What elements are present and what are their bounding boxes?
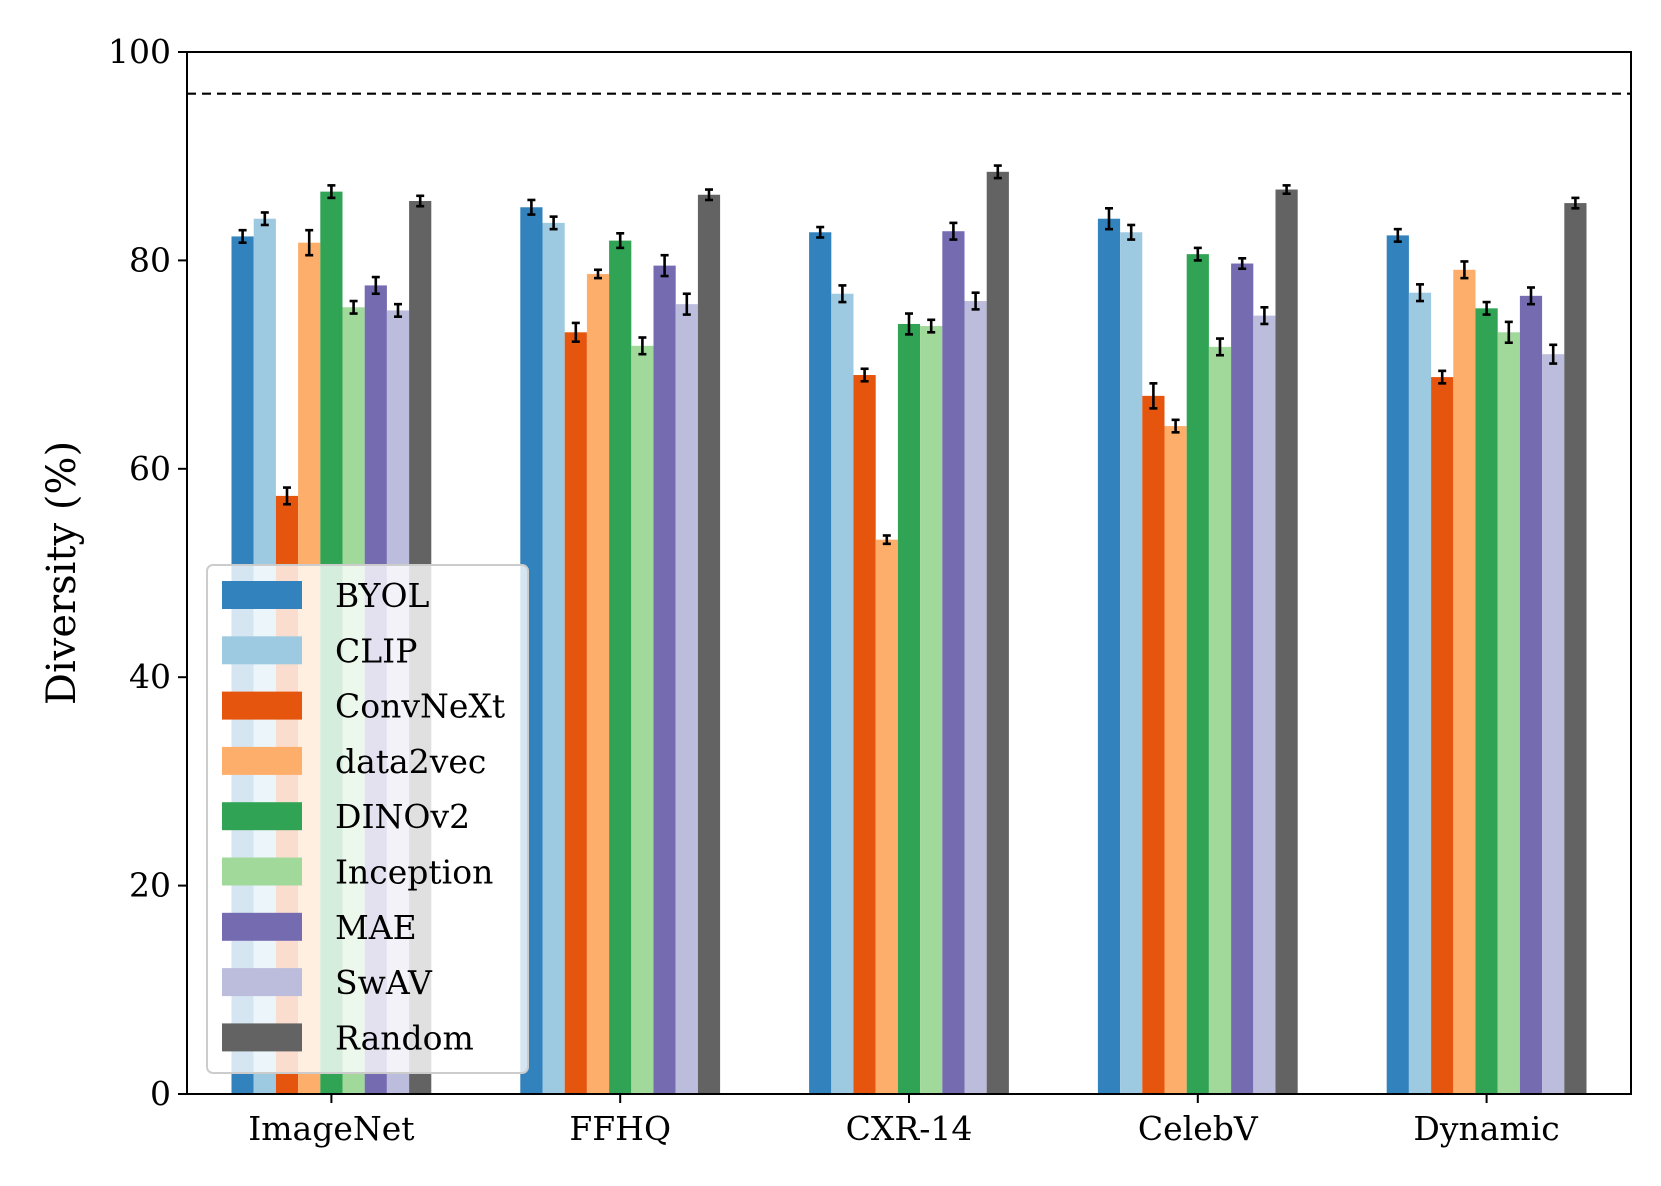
legend-swatch [222,636,302,664]
bar-inception-dynamic [1498,332,1520,1094]
legend-label: DINOv2 [335,797,470,836]
bar-mae-dynamic [1520,296,1542,1094]
bar-data2vec-ffhq [587,274,609,1094]
bar-clip-ffhq [543,223,565,1094]
x-tick-label-dynamic: Dynamic [1413,1109,1559,1148]
legend-swatch [222,581,302,609]
legend-label: BYOL [335,576,430,615]
y-tick-label: 40 [129,657,171,696]
bar-mae-cxr-14 [942,231,964,1094]
legend-swatch [222,747,302,775]
bar-random-celebv [1276,190,1298,1094]
legend-label: SwAV [335,963,433,1002]
bar-inception-celebv [1209,347,1231,1094]
bar-clip-cxr-14 [831,294,853,1094]
bar-dinov2-cxr-14 [898,324,920,1094]
bar-mae-ffhq [654,266,676,1094]
x-axis-ticks: ImageNet FFHQ CXR-14 CelebV Dynamic [248,1094,1560,1148]
bar-clip-dynamic [1409,293,1431,1094]
bar-random-cxr-14 [987,172,1009,1094]
x-tick-label-celebv: CelebV [1138,1109,1259,1148]
bar-dinov2-dynamic [1476,308,1498,1094]
bar-mae-celebv [1231,264,1253,1094]
legend: BYOL CLIP ConvNeXt data2vec DINOv2 Inception M… [207,565,528,1073]
bar-convnext-cxr-14 [854,375,876,1094]
bar-random-dynamic [1564,203,1586,1094]
legend-swatch [222,802,302,830]
legend-label: Inception [335,853,493,892]
y-tick-label: 60 [129,449,171,488]
y-tick-label: 80 [129,240,171,279]
y-tick-label: 100 [108,32,171,71]
bar-swav-celebv [1253,316,1275,1094]
bar-swav-cxr-14 [965,301,987,1094]
legend-swatch [222,692,302,720]
y-tick-label: 20 [129,866,171,905]
bar-data2vec-dynamic [1453,270,1475,1094]
legend-label: Random [335,1018,474,1057]
bar-convnext-ffhq [565,332,587,1094]
bar-inception-cxr-14 [920,326,942,1094]
legend-label: data2vec [335,742,486,781]
bar-clip-celebv [1120,232,1142,1094]
bar-byol-dynamic [1387,235,1409,1094]
bar-dinov2-ffhq [609,241,631,1094]
bar-byol-cxr-14 [809,232,831,1094]
diversity-bar-chart: BYOL CLIP ConvNeXt data2vec DINOv2 Inception M… [0,0,1661,1186]
bar-convnext-celebv [1142,396,1164,1094]
legend-label: MAE [335,908,417,947]
y-axis-ticks: 0 20 40 60 80 100 [108,32,187,1113]
errorbar-data2vec-ffhq [594,270,602,278]
x-tick-label-ffhq: FFHQ [569,1109,671,1148]
errorbar-data2vec-cxr-14 [883,535,891,543]
bar-byol-celebv [1098,219,1120,1094]
bar-inception-ffhq [631,346,653,1094]
x-tick-label-cxr-14: CXR-14 [846,1109,973,1148]
legend-swatch [222,913,302,941]
legend-label: CLIP [335,631,417,670]
bar-convnext-dynamic [1431,377,1453,1094]
bar-dinov2-celebv [1187,254,1209,1094]
y-axis-label: Diversity (%) [39,441,85,705]
legend-swatch [222,1023,302,1051]
bar-swav-dynamic [1542,354,1564,1094]
legend-label: ConvNeXt [335,687,505,726]
bar-data2vec-cxr-14 [876,540,898,1094]
legend-swatch [222,968,302,996]
bar-data2vec-celebv [1165,426,1187,1094]
legend-swatch [222,858,302,886]
x-tick-label-imagenet: ImageNet [248,1109,414,1148]
bar-random-ffhq [698,195,720,1094]
bar-swav-ffhq [676,304,698,1094]
y-tick-label: 0 [150,1074,171,1113]
